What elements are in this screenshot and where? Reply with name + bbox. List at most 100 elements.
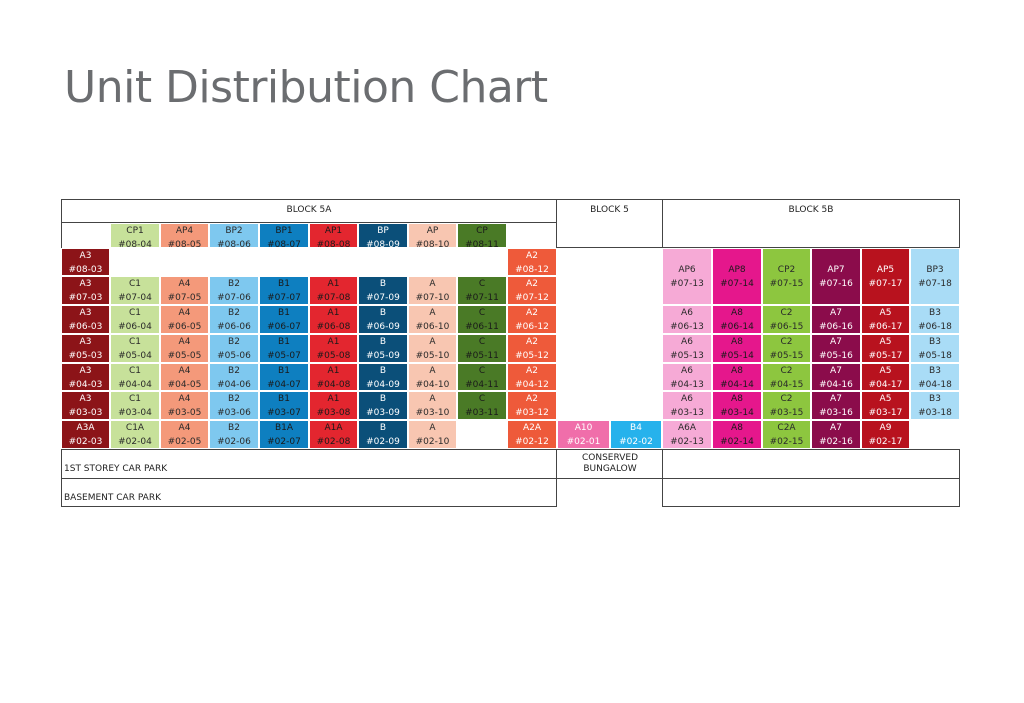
unit-cell: B #05-09	[358, 334, 408, 363]
unit-number-label: #08-05	[167, 239, 202, 250]
unit-type-label: B	[379, 279, 387, 289]
unit-number-label: #05-09	[366, 350, 400, 361]
unit-cell: B3 #03-18	[910, 391, 960, 420]
unit-type-label: C2	[780, 366, 793, 376]
unit-cell: A6 #05-13	[662, 334, 712, 363]
unit-number-label: #06-04	[118, 321, 152, 332]
unit-number-label: #05-11	[465, 350, 499, 361]
unit-cell: A3 #03-03	[61, 391, 110, 420]
unit-type-label: A4	[178, 308, 191, 318]
unit-number-label: #07-11	[465, 292, 499, 303]
unit-number-label: #02-06	[217, 436, 251, 447]
unit-type-label: A4	[178, 394, 191, 404]
unit-cell: B1A #02-07	[259, 420, 309, 449]
unit-cell: BP2 #08-06	[209, 223, 259, 250]
unit-type-label: BP	[377, 226, 389, 236]
unit-cell: B3 #04-18	[910, 363, 960, 391]
unit-cell: B2 #02-06	[209, 420, 259, 449]
unit-cell: A7 #03-16	[811, 391, 861, 420]
unit-number-label: #06-09	[366, 321, 400, 332]
unit-number-label: #06-15	[769, 321, 804, 332]
unit-type-label: B2	[228, 279, 240, 289]
unit-number-label: #06-14	[720, 321, 754, 332]
unit-type-label: C1A	[125, 423, 145, 433]
unit-cell: A9 #02-17	[861, 420, 910, 449]
unit-cell: B2 #06-06	[209, 305, 259, 334]
unit-type-label: A	[429, 279, 436, 289]
unit-number-label: #07-18	[918, 278, 952, 289]
unit-type-label: A8	[731, 423, 743, 433]
unit-number-label: #06-07	[267, 321, 301, 332]
unit-number-label: #04-07	[267, 379, 301, 390]
unit-number-label: #04-06	[217, 379, 251, 390]
unit-type-label: C	[478, 279, 486, 289]
unit-cell: C1 #05-04	[110, 334, 160, 363]
unit-cell: A5 #05-17	[861, 334, 910, 363]
unit-type-label: B1A	[274, 423, 294, 433]
unit-number-label: #03-07	[267, 407, 301, 418]
unit-type-label: BP1	[275, 226, 293, 236]
unit-cell: C2 #03-15	[762, 391, 811, 420]
unit-number-label: #07-13	[670, 278, 704, 289]
block-5a-left-rule	[61, 222, 62, 249]
basement-car-park-row	[61, 478, 557, 507]
unit-cell: A5 #06-17	[861, 305, 910, 334]
unit-cell: A1 #07-08	[309, 276, 358, 305]
unit-type-label: B3	[929, 337, 941, 347]
unit-cell: A6 #03-13	[662, 391, 712, 420]
unit-type-label: A6	[681, 337, 693, 347]
unit-cell: AP5 #07-17	[861, 248, 910, 305]
unit-cell: A2 #06-12	[507, 305, 557, 334]
unit-number-label: #02-08	[316, 436, 351, 447]
unit-number-label: #07-07	[267, 292, 301, 303]
unit-type-label: A3	[79, 279, 92, 289]
unit-cell: C #05-11	[457, 334, 507, 363]
unit-number-label: #08-09	[366, 239, 400, 250]
unit-cell: CP2 #07-15	[762, 248, 811, 305]
unit-number-label: #06-08	[316, 321, 351, 332]
unit-number-label: #06-16	[819, 321, 853, 332]
unit-type-label: B4	[630, 423, 642, 433]
unit-type-label: B3	[929, 394, 941, 404]
unit-type-label: B	[379, 366, 387, 376]
unit-type-label: A7	[830, 394, 842, 404]
unit-cell: A5 #03-17	[861, 391, 910, 420]
unit-type-label: B1	[278, 308, 290, 318]
unit-cell: B2 #04-06	[209, 363, 259, 391]
unit-cell: C #06-11	[457, 305, 507, 334]
unit-number-label: #05-13	[670, 350, 704, 361]
unit-number-label: #03-06	[217, 407, 251, 418]
unit-number-label: #05-08	[316, 350, 351, 361]
unit-type-label: CP2	[777, 265, 796, 275]
unit-type-label: C1	[128, 308, 141, 318]
unit-type-label: A4	[178, 366, 191, 376]
unit-cell: A5 #04-17	[861, 363, 910, 391]
unit-number-label: #07-05	[167, 292, 202, 303]
unit-cell: A2 #05-12	[507, 334, 557, 363]
unit-type-label: A6A	[677, 423, 697, 433]
unit-number-label: #03-08	[316, 407, 351, 418]
unit-number-label: #05-06	[217, 350, 251, 361]
unit-type-label: A8	[731, 394, 743, 404]
unit-number-label: #03-10	[415, 407, 450, 418]
block-5b-header-box	[662, 199, 960, 248]
unit-number-label: #07-12	[515, 292, 549, 303]
unit-cell: A2 #08-12	[507, 248, 557, 276]
unit-type-label: A	[429, 337, 436, 347]
unit-cell: A2 #03-12	[507, 391, 557, 420]
unit-number-label: #04-14	[720, 379, 754, 390]
unit-number-label: #06-13	[670, 321, 704, 332]
unit-cell: A #04-10	[408, 363, 457, 391]
unit-cell: C2 #06-15	[762, 305, 811, 334]
unit-number-label: #02-04	[118, 436, 152, 447]
unit-number-label: #07-16	[819, 278, 853, 289]
unit-number-label: #08-07	[267, 239, 301, 250]
unit-type-label: C	[478, 337, 486, 347]
unit-number-label: #04-05	[167, 379, 202, 390]
unit-cell: C1 #04-04	[110, 363, 160, 391]
unit-cell: B4 #02-02	[610, 420, 662, 449]
unit-number-label: #03-11	[465, 407, 499, 418]
unit-cell: A3A #02-03	[61, 420, 110, 449]
unit-cell: A3 #07-03	[61, 276, 110, 305]
unit-cell: A2 #04-12	[507, 363, 557, 391]
